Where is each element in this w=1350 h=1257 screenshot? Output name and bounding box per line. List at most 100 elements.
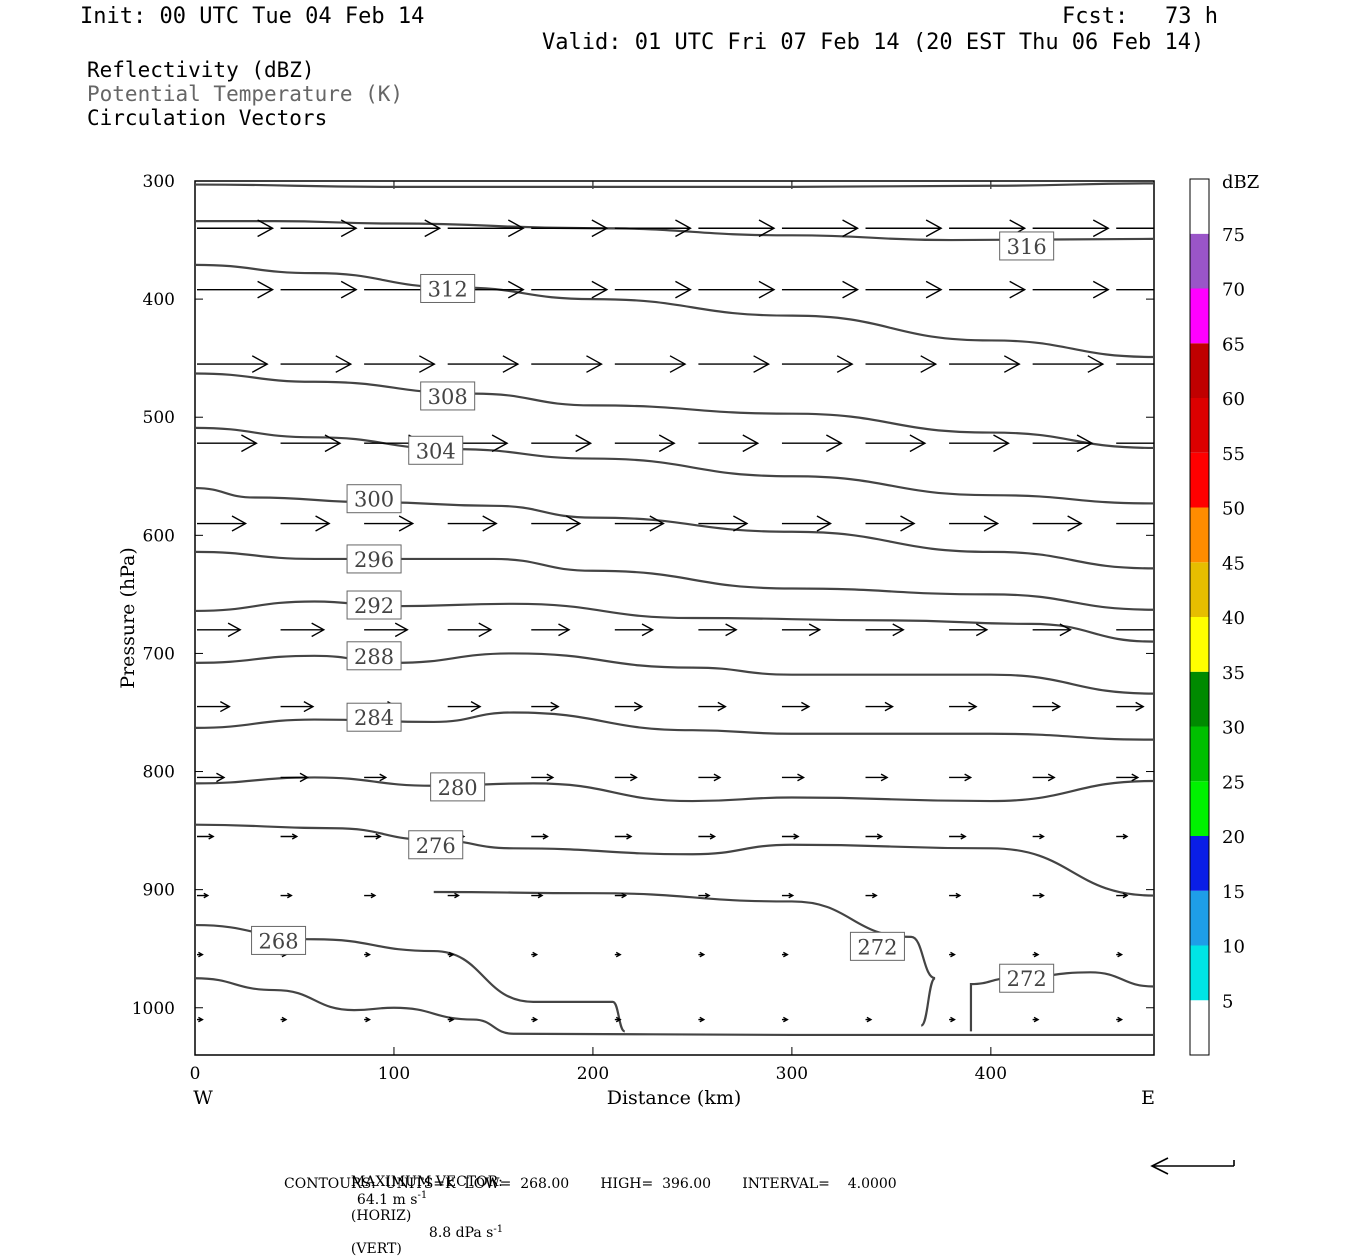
forecast-hour-label: Fcst: xyxy=(1062,4,1129,29)
colorbar-bin xyxy=(1190,343,1209,398)
vector-head xyxy=(783,1016,789,1023)
circulation-vector xyxy=(280,622,326,638)
plot-frame xyxy=(194,180,1155,1056)
contour-label-box xyxy=(408,830,464,860)
vector-head xyxy=(725,623,738,637)
circulation-vector xyxy=(1116,951,1124,958)
colorbar-bin xyxy=(1190,507,1209,563)
circulation-vector xyxy=(364,219,442,238)
y-axis-label: Pressure (hPa) xyxy=(117,547,139,689)
vector-head xyxy=(491,434,509,453)
vector-head xyxy=(783,951,789,958)
circulation-vector xyxy=(447,951,455,958)
colorbar-bin xyxy=(1190,398,1209,453)
colorbar-label: 55 xyxy=(1222,444,1245,465)
circulation-vector xyxy=(614,280,692,299)
circulation-vector xyxy=(447,355,520,373)
vector-head xyxy=(955,892,962,899)
circulation-vector xyxy=(1032,515,1083,532)
circulation-vector xyxy=(614,434,676,453)
vector-head xyxy=(1033,1016,1040,1023)
vector-head xyxy=(335,355,353,373)
circulation-vector xyxy=(1032,434,1094,453)
vector-head xyxy=(227,622,242,638)
circulation-vector xyxy=(614,773,638,782)
colorbar-bin xyxy=(1190,726,1209,782)
circulation-vector xyxy=(698,219,776,238)
y-tick-label: 400 xyxy=(143,290,175,310)
vector-head xyxy=(542,833,549,840)
vector-head xyxy=(704,892,711,899)
circulation-vector xyxy=(781,701,811,712)
circulation-vector xyxy=(447,515,498,532)
circulation-vector xyxy=(280,1016,288,1023)
contour-label: 316 xyxy=(1007,235,1047,259)
vector-head xyxy=(968,701,978,712)
theta-contour-line xyxy=(433,890,937,1027)
contour-label: 268 xyxy=(259,929,299,953)
theta-contour-line xyxy=(194,426,1155,505)
vector-head xyxy=(753,355,771,373)
vector-head xyxy=(626,833,633,840)
vector-head xyxy=(291,833,299,840)
theta-contour-line xyxy=(194,977,1154,1037)
max-vector-horiz-exp: -1 xyxy=(417,1190,428,1201)
contour-label: 284 xyxy=(354,706,394,730)
vector-head xyxy=(550,701,560,712)
circulation-vector xyxy=(364,833,382,840)
vector-head xyxy=(892,623,905,637)
vector-head xyxy=(633,701,644,712)
circulation-vector xyxy=(614,623,655,637)
colorbar-label: 70 xyxy=(1222,280,1245,301)
contour-label-box xyxy=(346,544,402,574)
circulation-vector xyxy=(280,772,310,783)
circulation-vector xyxy=(781,623,822,637)
vector-head xyxy=(502,355,520,373)
circulation-vector xyxy=(781,280,860,299)
vector-head xyxy=(975,623,989,637)
circulation-vector xyxy=(531,434,593,453)
circulation-vector xyxy=(197,280,275,299)
circulation-vector xyxy=(1032,951,1040,958)
circulation-vector xyxy=(364,892,377,899)
contour-label-box xyxy=(251,925,307,955)
circulation-vector xyxy=(781,434,843,453)
vector-head xyxy=(340,219,358,238)
contour-label: 280 xyxy=(438,776,478,800)
vector-head xyxy=(482,515,498,532)
east-label: E xyxy=(1141,1087,1155,1109)
vector-head xyxy=(801,701,811,712)
contour-label: 272 xyxy=(857,935,897,959)
circulation-vector xyxy=(280,833,299,840)
circulation-vector xyxy=(949,1016,956,1023)
vector-head xyxy=(1047,773,1056,782)
vector-head xyxy=(303,700,315,713)
vector-head xyxy=(340,280,358,299)
vector-head xyxy=(216,772,226,783)
contour-label-box xyxy=(346,702,402,732)
circulation-vector xyxy=(698,892,711,899)
x-tick-label: 200 xyxy=(577,1064,609,1084)
circulation-vector xyxy=(698,1016,706,1023)
vector-head xyxy=(448,1016,455,1023)
vector-head xyxy=(507,219,525,238)
contour-label-box xyxy=(346,484,402,514)
vector-head xyxy=(793,833,800,840)
forecast-hour: 73 h xyxy=(1165,4,1218,29)
circulation-vector xyxy=(949,434,1010,453)
vector-head xyxy=(370,892,377,899)
circulation-vector xyxy=(949,623,989,637)
vector-head xyxy=(418,355,436,373)
circulation-vector xyxy=(197,951,204,958)
colorbar-label: 10 xyxy=(1222,937,1245,958)
circulation-vector xyxy=(865,623,905,637)
max-vector-horiz-tag: (HORIZ) xyxy=(350,1207,412,1224)
circulation-vector xyxy=(364,951,371,958)
vector-head xyxy=(866,1016,873,1023)
vector-head xyxy=(591,219,609,238)
circulation-vector xyxy=(531,515,582,532)
vector-head xyxy=(1039,892,1045,899)
circulation-vector xyxy=(364,1016,371,1023)
vector-head xyxy=(669,355,687,373)
circulation-vector xyxy=(1116,701,1145,712)
